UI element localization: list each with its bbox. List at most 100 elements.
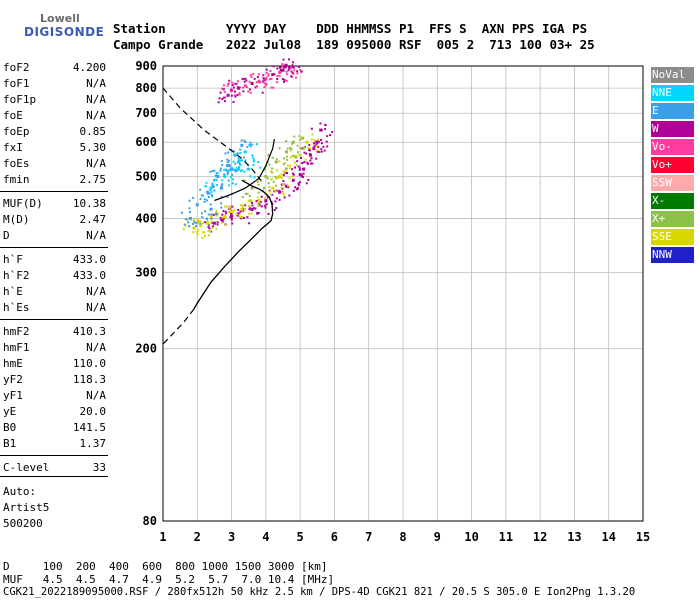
scatter-dot <box>223 205 226 208</box>
x-tick-label: 10 <box>464 530 478 544</box>
scatter-dot <box>310 138 313 141</box>
scatter-dot <box>207 226 210 229</box>
x-tick-label: 2 <box>194 530 201 544</box>
scatter-dot <box>306 162 309 165</box>
scatter-dot <box>232 160 235 163</box>
scatter-dot <box>231 182 234 185</box>
scatter-dot <box>201 216 204 219</box>
param-label: foEp <box>3 125 30 138</box>
scatter-dot <box>276 78 279 81</box>
x-tick-label: 9 <box>434 530 441 544</box>
data-point <box>281 68 285 72</box>
scatter-dot <box>279 70 282 73</box>
scatter-dot <box>331 131 334 134</box>
param-label: h`Es <box>3 301 30 314</box>
scatter-dot <box>230 166 233 169</box>
data-point <box>192 226 196 230</box>
scatter-dot <box>238 215 241 218</box>
scatter-dot <box>325 140 328 143</box>
param-value: 118.3 <box>72 373 106 386</box>
scatter-dot <box>210 213 213 216</box>
legend-item: Vo+ <box>651 157 694 173</box>
legend-item: Vo- <box>651 139 694 155</box>
param-label: foE <box>3 109 23 122</box>
scatter-dot <box>251 154 254 157</box>
scatter-dot <box>272 65 275 68</box>
param-label: foF1 <box>3 77 30 90</box>
scatter-dot <box>227 179 230 182</box>
data-point <box>209 207 213 211</box>
legend-item: E <box>651 103 694 119</box>
scatter-dot <box>291 175 294 178</box>
param-separator <box>0 455 108 456</box>
scatter-dot <box>202 231 205 234</box>
scatter-dot <box>215 172 218 175</box>
scatter-dot <box>213 179 216 182</box>
scatter-dot <box>207 234 210 237</box>
scatter-dot <box>284 63 287 66</box>
scatter-dot <box>255 81 258 84</box>
scatter-dot <box>215 209 218 212</box>
scatter-dot <box>197 229 200 232</box>
scatter-dot <box>213 169 216 172</box>
scatter-dot <box>283 161 286 164</box>
scatter-dot <box>215 214 218 217</box>
scatter-dot <box>298 167 301 170</box>
scatter-dot <box>265 203 268 206</box>
scatter-dot <box>220 218 223 221</box>
scatter-dot <box>297 165 300 168</box>
scatter-dot <box>228 207 231 210</box>
scatter-dot <box>204 221 207 224</box>
scatter-dot <box>246 192 249 195</box>
scatter-dot <box>221 220 224 223</box>
legend-item: SSE <box>651 229 694 245</box>
scatter-dot <box>265 165 268 168</box>
scatter-dot <box>221 98 224 101</box>
scatter-dot <box>241 77 244 80</box>
scatter-dot <box>241 204 244 207</box>
scatter-dot <box>285 70 288 73</box>
scatter-dot <box>222 96 225 99</box>
scatter-dot <box>308 148 311 151</box>
scatter-dot <box>219 169 222 172</box>
data-point <box>226 93 230 97</box>
scatter-dot <box>267 212 270 215</box>
scatter-dot <box>230 94 233 97</box>
scatter-dot <box>302 148 305 151</box>
scatter-dot <box>291 155 294 158</box>
scatter-dot <box>249 88 252 91</box>
scatter-dot <box>319 138 322 141</box>
scatter-dot <box>226 173 229 176</box>
data-point <box>240 143 244 147</box>
scatter-dot <box>302 146 305 149</box>
scatter-dot <box>288 194 291 197</box>
scatter-dot <box>234 153 237 156</box>
x-tick-label: 4 <box>262 530 269 544</box>
scatter-dot <box>291 142 294 145</box>
scatter-dot <box>282 180 285 183</box>
scatter-dot <box>248 212 251 215</box>
scatter-dot <box>220 159 223 162</box>
profile-extrapolation <box>162 308 195 345</box>
scatter-dot <box>210 216 213 219</box>
scatter-dot <box>281 187 284 190</box>
profile-curve-lower <box>193 213 274 310</box>
scatter-dot <box>291 172 294 175</box>
footer-distance-row: D 100 200 400 600 800 1000 1500 3000 [km… <box>3 560 328 573</box>
param-value: 5.30 <box>79 141 107 154</box>
scatter-dot <box>287 184 290 187</box>
scatter-dot <box>329 134 332 137</box>
scatter-dot <box>201 194 204 197</box>
scatter-dot <box>296 144 299 147</box>
scatter-dot <box>239 152 242 155</box>
param-value: 10.38 <box>72 197 106 210</box>
scatter-dot <box>278 74 281 77</box>
param-value: 0.85 <box>79 125 107 138</box>
scatter-dot <box>307 179 310 182</box>
data-point <box>308 153 312 157</box>
scatter-dot <box>202 221 205 224</box>
data-point <box>291 65 295 69</box>
param-value: N/A <box>86 301 106 314</box>
scatter-dot <box>257 204 260 207</box>
